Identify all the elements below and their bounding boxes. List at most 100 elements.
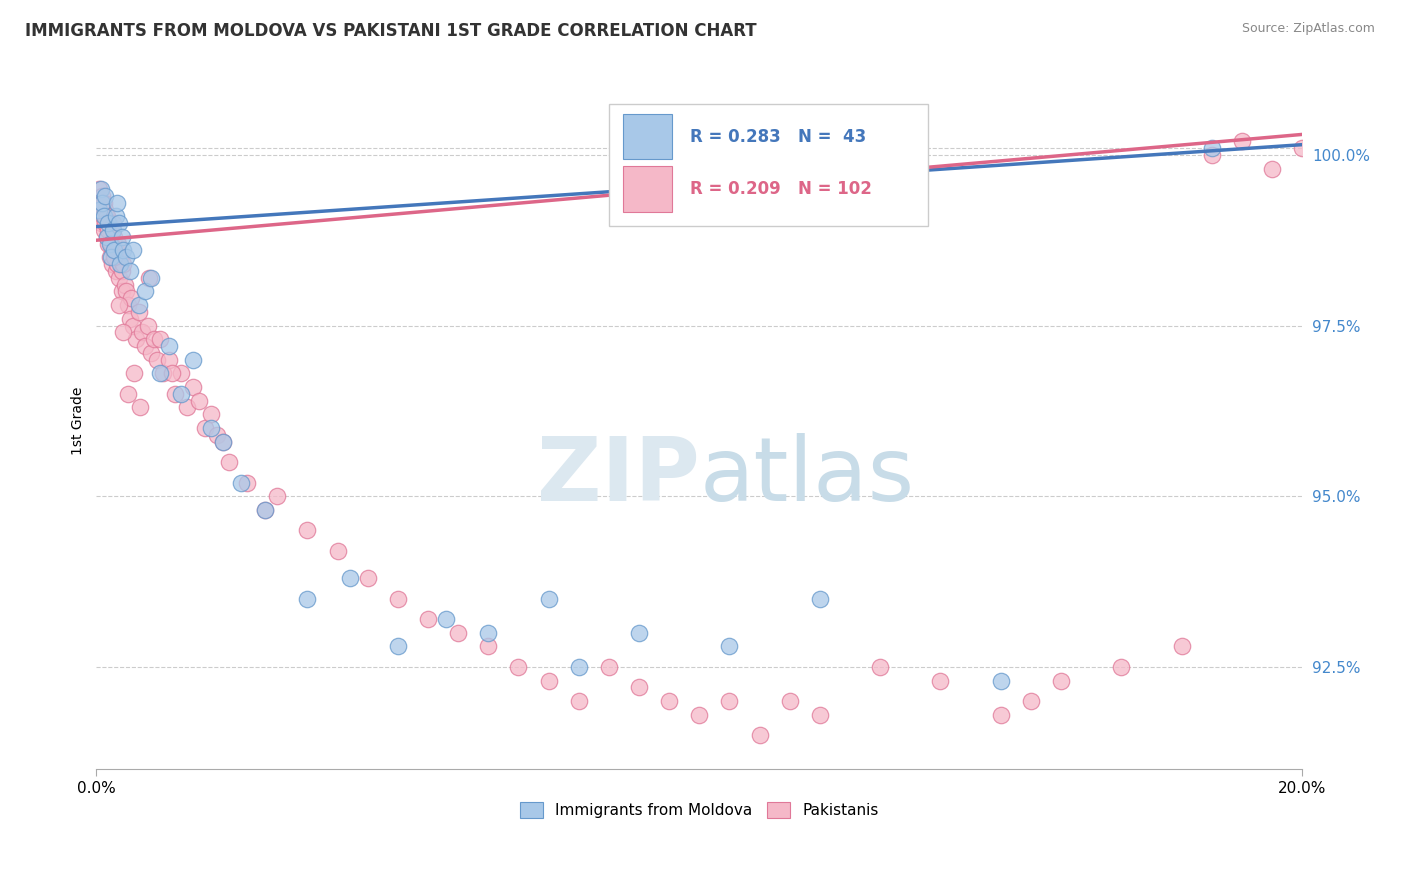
Point [97,236,120,251]
Point [477,625,499,640]
Point [537,591,560,606]
Point [97,223,120,237]
Point [568,694,591,708]
Point [87,195,110,210]
Point [1111,660,1133,674]
Point [387,591,409,606]
Point [1201,141,1223,155]
Point [121,244,143,258]
Point [1050,673,1073,688]
Point [93,223,115,237]
Bar [623,166,672,211]
Point [100,236,122,251]
Point [103,250,125,264]
Point [194,421,217,435]
Point [94,216,117,230]
Y-axis label: 1st Grade: 1st Grade [72,387,86,455]
Point [416,612,439,626]
Point [117,298,139,312]
Point [212,434,235,449]
Text: R = 0.209   N = 102: R = 0.209 N = 102 [689,180,872,198]
Point [160,367,183,381]
Point [748,728,770,742]
Point [134,339,156,353]
Point [94,216,117,230]
Point [107,236,129,251]
Point [1230,134,1253,148]
Point [718,694,741,708]
Point [990,673,1012,688]
Point [134,285,156,299]
Point [105,210,128,224]
Point [108,270,131,285]
Point [103,229,125,244]
Point [138,270,160,285]
Point [107,257,129,271]
Point [91,195,114,210]
Point [297,591,319,606]
Point [139,346,162,360]
Point [205,427,228,442]
Point [89,182,111,196]
Point [115,250,138,264]
Point [128,401,150,415]
Point [97,216,120,230]
Point [96,229,118,244]
Point [447,625,470,640]
Point [779,694,801,708]
Point [229,475,252,490]
Point [808,707,831,722]
Point [98,223,121,237]
Point [93,195,115,210]
Point [90,202,112,217]
Point [108,216,131,230]
Point [91,189,114,203]
Point [103,244,125,258]
Point [111,229,134,244]
Point [200,407,222,421]
Point [105,244,128,258]
Point [339,571,361,585]
Point [1261,161,1284,176]
Point [387,640,409,654]
Point [103,223,125,237]
Point [1201,148,1223,162]
Point [112,257,135,271]
Point [98,250,121,264]
Point [100,250,122,264]
Point [688,707,710,722]
Point [297,524,319,538]
Point [254,503,277,517]
Point [537,673,560,688]
Point [104,264,127,278]
Point [142,332,165,346]
Point [101,257,124,271]
Point [110,250,132,264]
Point [96,210,118,224]
Point [112,244,135,258]
Point [254,503,277,517]
Point [121,318,143,333]
Bar [623,114,672,159]
Point [200,421,222,435]
Point [990,707,1012,722]
Point [118,311,141,326]
Point [124,332,146,346]
Point [434,612,457,626]
Point [627,681,650,695]
Point [117,387,139,401]
Point [157,339,180,353]
Point [869,660,891,674]
Point [90,195,112,210]
Text: R = 0.283   N =  43: R = 0.283 N = 43 [689,128,866,145]
Point [152,367,174,381]
Point [157,352,180,367]
Point [136,318,159,333]
Point [568,660,591,674]
Point [163,387,186,401]
Point [101,244,124,258]
Point [170,367,193,381]
Point [658,694,681,708]
Point [89,202,111,217]
Point [93,210,115,224]
